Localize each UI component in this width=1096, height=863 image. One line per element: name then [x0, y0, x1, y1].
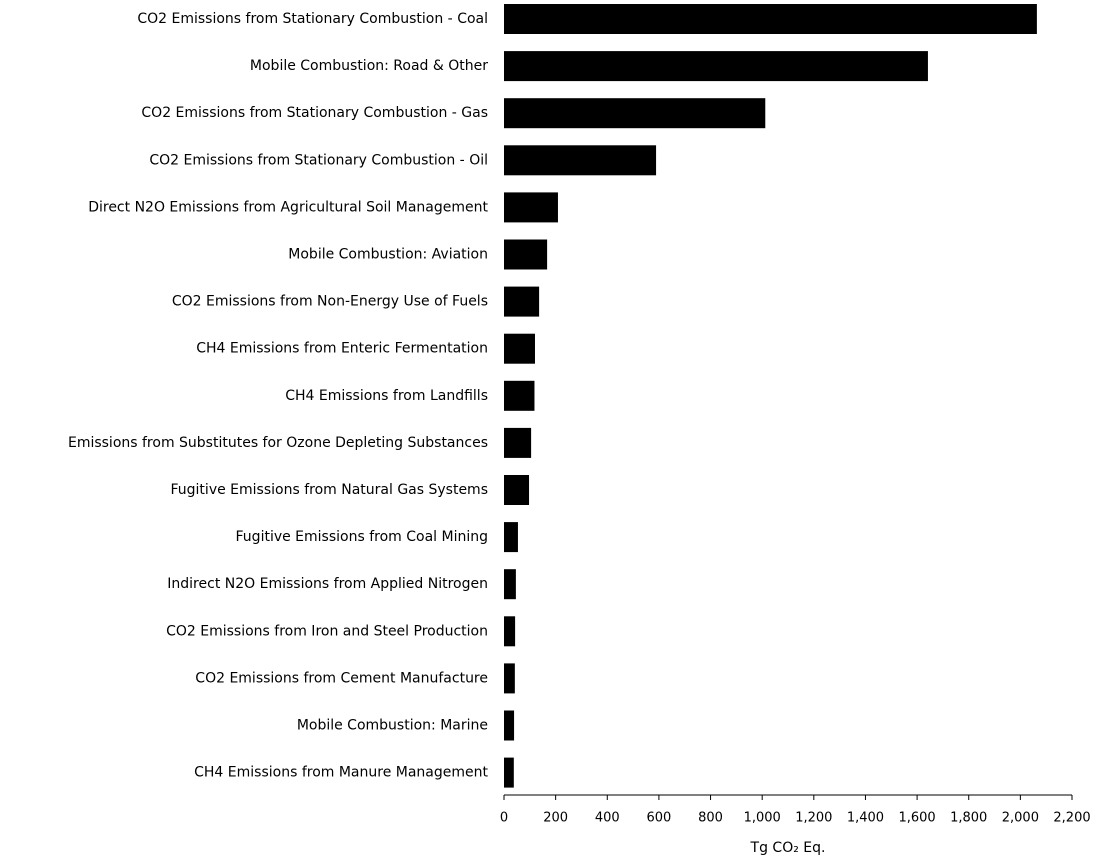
- x-tick-label: 1,600: [898, 811, 935, 826]
- y-tick-label: CH4 Emissions from Landfills: [285, 388, 488, 404]
- x-tick-label: 0: [500, 811, 508, 826]
- y-tick-label: Direct N2O Emissions from Agricultural S…: [88, 199, 488, 215]
- bar: [504, 757, 514, 788]
- bar: [504, 51, 928, 82]
- y-tick-label: Mobile Combustion: Aviation: [288, 247, 488, 263]
- x-axis-title: Tg CO₂ Eq.: [750, 840, 826, 856]
- y-tick-label: Mobile Combustion: Road & Other: [250, 58, 488, 74]
- x-tick-label: 2,200: [1053, 811, 1090, 826]
- bar: [504, 663, 515, 694]
- y-tick-label: CO2 Emissions from Non-Energy Use of Fue…: [172, 294, 488, 310]
- bar: [504, 427, 532, 458]
- x-tick-label: 1,400: [847, 811, 884, 826]
- y-tick-label: Emissions from Substitutes for Ozone Dep…: [68, 435, 488, 451]
- y-tick-label: Fugitive Emissions from Coal Mining: [236, 529, 488, 545]
- y-tick-label: CO2 Emissions from Stationary Combustion…: [149, 152, 488, 168]
- bar: [504, 98, 766, 129]
- y-tick-label: Mobile Combustion: Marine: [297, 718, 488, 734]
- x-tick-label: 400: [595, 811, 620, 826]
- x-tick-label: 2,000: [1002, 811, 1039, 826]
- y-tick-label: CH4 Emissions from Manure Management: [194, 765, 488, 781]
- bar: [504, 710, 515, 741]
- bar: [504, 145, 657, 176]
- x-tick-label: 1,200: [795, 811, 832, 826]
- bar: [504, 192, 558, 223]
- y-tick-label: CO2 Emissions from Cement Manufacture: [195, 670, 488, 686]
- bar: [504, 616, 516, 647]
- bar: [504, 475, 530, 505]
- x-tick-label: 1,800: [950, 811, 987, 826]
- y-tick-label: Indirect N2O Emissions from Applied Nitr…: [167, 576, 488, 592]
- bar: [504, 286, 540, 317]
- y-tick-label: CO2 Emissions from Iron and Steel Produc…: [166, 623, 488, 639]
- bar: [504, 522, 518, 553]
- x-tick-label: 800: [698, 811, 723, 826]
- y-tick-label: Fugitive Emissions from Natural Gas Syst…: [171, 482, 489, 498]
- y-tick-label: CO2 Emissions from Stationary Combustion…: [137, 11, 488, 27]
- x-tick-label: 200: [543, 811, 568, 826]
- bar: [504, 333, 535, 364]
- x-tick-label: 1,000: [744, 811, 781, 826]
- bar: [504, 569, 516, 600]
- y-tick-label: CH4 Emissions from Enteric Fermentation: [196, 341, 488, 357]
- x-tick-label: 600: [646, 811, 671, 826]
- y-tick-label: CO2 Emissions from Stationary Combustion…: [141, 105, 488, 121]
- bar: [504, 380, 535, 411]
- bar: [504, 239, 548, 270]
- bar: [504, 4, 1037, 34]
